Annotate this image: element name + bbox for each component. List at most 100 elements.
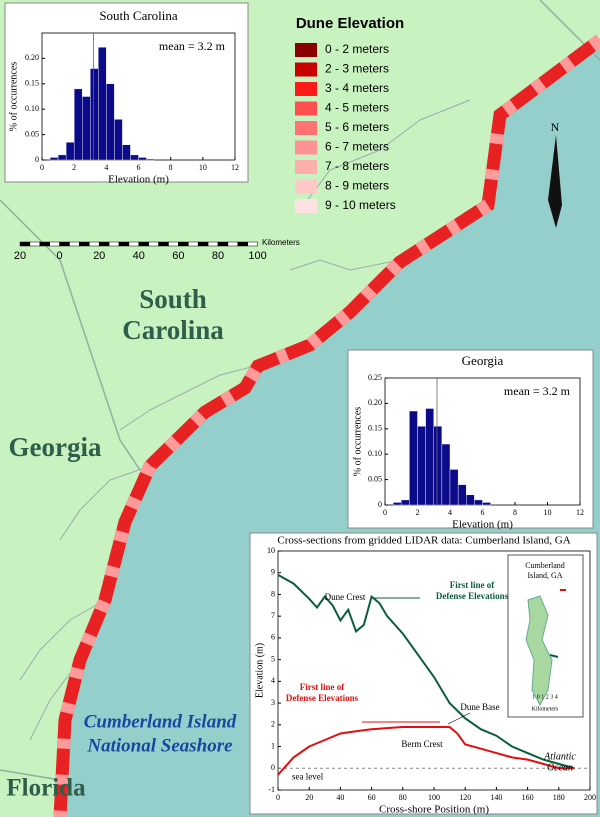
bar: [98, 47, 107, 161]
cross-inset-map: [507, 554, 584, 718]
scale-segment: [39, 241, 50, 247]
x-tick-label: 180: [553, 793, 565, 802]
x-tick-label: 12: [231, 163, 239, 172]
y-tick-label: 0.05: [25, 129, 39, 138]
bar: [482, 502, 491, 506]
bar: [449, 469, 459, 506]
bar: [457, 484, 467, 506]
x-tick-label: 6: [137, 163, 141, 172]
y-tick-label: 3: [271, 698, 275, 707]
x-tick-label: 140: [490, 793, 502, 802]
legend-swatch: [295, 62, 317, 77]
y-tick-label: 6: [271, 633, 275, 642]
y-tick-label: 0.15: [25, 79, 39, 88]
park-label: National Seashore: [86, 735, 233, 756]
svg-text:N: N: [551, 120, 560, 134]
chart-title: South Carolina: [99, 8, 178, 23]
mean-label: mean = 3.2 m: [159, 39, 226, 53]
north-arrow: N: [548, 120, 562, 228]
y-axis-label: % of occurrences: [8, 62, 19, 132]
scale-label: 80: [212, 250, 224, 262]
legend-label: 4 - 5 meters: [325, 101, 389, 115]
bar: [433, 426, 443, 506]
bar: [106, 83, 115, 161]
scale-segment: [178, 241, 189, 247]
scale-segment: [197, 241, 209, 247]
y-tick-label: 10: [267, 546, 275, 555]
pointer: [447, 712, 471, 725]
x-tick-label: 0: [40, 163, 44, 172]
annotation: Defense Elevations: [286, 693, 359, 703]
y-tick-label: 5: [271, 654, 275, 663]
x-tick-label: 20: [305, 793, 313, 802]
y-tick-label: 0.25: [368, 373, 382, 382]
bar: [57, 154, 67, 161]
y-tick-label: 0: [378, 500, 382, 509]
scale-segment: [89, 241, 100, 247]
scale-segment: [207, 241, 219, 247]
y-tick-label: 9: [271, 568, 275, 577]
y-tick-label: 0.05: [368, 474, 382, 483]
x-tick-label: 160: [522, 793, 534, 802]
bar: [474, 499, 483, 506]
scale-segment: [158, 241, 169, 247]
scale-segment: [227, 241, 239, 247]
y-axis-label: % of occurrences: [352, 407, 363, 477]
x-tick-label: 8: [169, 163, 173, 172]
y-tick-label: 0.15: [368, 424, 382, 433]
x-tick-label: 40: [336, 793, 344, 802]
y-tick-label: 7: [271, 611, 275, 620]
legend-swatch: [295, 160, 317, 174]
x-tick-label: 60: [368, 793, 376, 802]
y-tick-label: 0: [271, 763, 275, 772]
x-tick-label: 0: [276, 793, 280, 802]
scale-label: 20: [14, 250, 26, 262]
y-tick-label: 2: [271, 720, 275, 729]
x-tick-label: 4: [104, 163, 108, 172]
legend-swatch: [295, 199, 317, 213]
x-tick-label: 6: [481, 508, 485, 517]
region-label: South: [139, 284, 207, 314]
y-tick-label: -1: [268, 785, 275, 794]
annotation: Cumberland: [525, 561, 565, 570]
x-tick-label: 4: [448, 508, 452, 517]
scale-segment: [29, 241, 41, 247]
scale-label: 40: [133, 250, 145, 262]
region-label: Florida: [6, 775, 86, 802]
bar: [146, 158, 155, 161]
legend-swatch: [295, 82, 317, 96]
bar: [441, 443, 451, 506]
scale-segment: [128, 241, 140, 247]
bar: [466, 494, 475, 506]
x-tick-label: 200: [584, 793, 596, 802]
scale-label: 100: [248, 250, 266, 262]
y-tick-label: 0.20: [25, 53, 39, 62]
x-tick-label: 10: [199, 163, 207, 172]
legend-label: 7 - 8 meters: [325, 159, 389, 173]
x-tick-label: 120: [459, 793, 471, 802]
legend-swatch: [295, 121, 317, 135]
x-axis-label: Elevation (m): [108, 174, 169, 186]
annotation: Kilometers: [532, 706, 559, 712]
annotation: First line of: [300, 682, 345, 692]
sea-level-label: sea level: [292, 771, 324, 781]
scale-segment: [69, 241, 80, 247]
x-tick-label: 0: [383, 508, 387, 517]
y-tick-label: 0.10: [25, 104, 39, 113]
x-tick-label: 80: [399, 793, 407, 802]
profile-line: [277, 574, 575, 770]
scale-segment: [19, 241, 31, 247]
scale-segment: [247, 241, 258, 247]
inset-ga: [347, 349, 594, 529]
bar: [130, 154, 139, 161]
bar: [49, 157, 59, 161]
bar: [392, 502, 402, 506]
bar: [90, 68, 99, 161]
y-tick-label: 0.20: [368, 398, 382, 407]
x-tick-label: 12: [576, 508, 584, 517]
bar: [73, 88, 83, 161]
legend-swatch: [295, 101, 317, 116]
scale-unit: Kilometers: [262, 238, 300, 247]
y-tick-label: 0.10: [368, 449, 382, 458]
scale-segment: [217, 241, 229, 247]
